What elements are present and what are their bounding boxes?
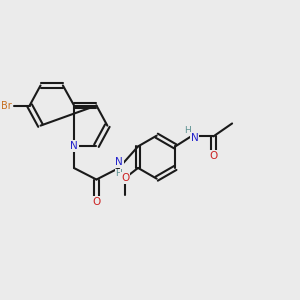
Text: H: H <box>184 126 191 135</box>
Text: O: O <box>121 173 129 183</box>
Text: N: N <box>115 157 123 167</box>
Text: O: O <box>209 151 217 161</box>
Text: Br: Br <box>1 100 12 110</box>
Text: H: H <box>116 169 122 178</box>
Text: N: N <box>191 133 198 143</box>
Text: N: N <box>70 141 78 151</box>
Text: O: O <box>92 197 101 207</box>
